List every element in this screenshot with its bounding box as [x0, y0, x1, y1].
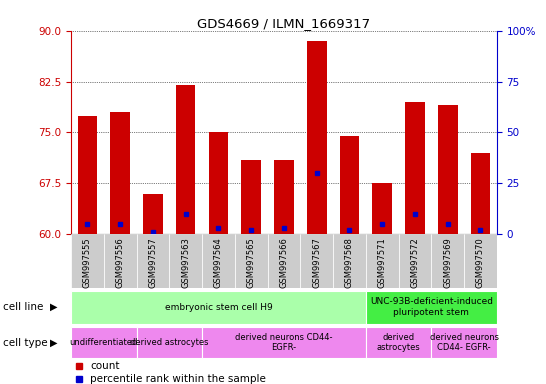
Bar	[235, 234, 268, 288]
Bar	[71, 234, 104, 288]
Text: GSM997571: GSM997571	[378, 237, 387, 288]
Text: GSM997569: GSM997569	[443, 237, 452, 288]
Text: derived
astrocytes: derived astrocytes	[377, 333, 420, 353]
Text: cell line: cell line	[3, 302, 43, 312]
Text: GSM997564: GSM997564	[214, 237, 223, 288]
Bar	[274, 160, 294, 234]
Text: undifferentiated: undifferentiated	[69, 338, 138, 347]
Bar	[307, 41, 327, 234]
Bar	[366, 234, 399, 288]
Bar	[372, 184, 392, 234]
Bar	[333, 234, 366, 288]
Bar	[241, 160, 261, 234]
Bar	[202, 327, 366, 358]
Text: cell type: cell type	[3, 338, 48, 348]
Bar	[202, 234, 235, 288]
Bar	[366, 291, 497, 324]
Bar	[110, 112, 130, 234]
Text: UNC-93B-deficient-induced
pluripotent stem: UNC-93B-deficient-induced pluripotent st…	[370, 298, 493, 317]
Text: derived neurons
CD44- EGFR-: derived neurons CD44- EGFR-	[430, 333, 498, 353]
Text: count: count	[90, 361, 120, 371]
Bar	[209, 132, 228, 234]
Bar	[143, 194, 163, 234]
Text: GSM997570: GSM997570	[476, 237, 485, 288]
Bar	[71, 327, 136, 358]
Text: GSM997565: GSM997565	[247, 237, 256, 288]
Bar	[431, 327, 497, 358]
Bar	[405, 102, 425, 234]
Text: GSM997555: GSM997555	[83, 237, 92, 288]
Bar	[78, 116, 97, 234]
Text: ▶: ▶	[50, 302, 58, 312]
Bar	[176, 85, 195, 234]
Bar	[169, 234, 202, 288]
Bar	[136, 234, 169, 288]
Text: derived astrocytes: derived astrocytes	[130, 338, 209, 347]
Text: GSM997568: GSM997568	[345, 237, 354, 288]
Bar	[268, 234, 300, 288]
Text: GSM997572: GSM997572	[411, 237, 419, 288]
Bar	[399, 234, 431, 288]
Bar	[300, 234, 333, 288]
Text: GSM997563: GSM997563	[181, 237, 190, 288]
Text: percentile rank within the sample: percentile rank within the sample	[90, 374, 266, 384]
Bar	[471, 153, 490, 234]
Bar	[366, 327, 431, 358]
Bar	[71, 291, 366, 324]
Bar	[104, 234, 136, 288]
Text: embryonic stem cell H9: embryonic stem cell H9	[164, 303, 272, 312]
Bar	[438, 105, 458, 234]
Bar	[340, 136, 359, 234]
Title: GDS4669 / ILMN_1669317: GDS4669 / ILMN_1669317	[197, 17, 371, 30]
Bar	[464, 234, 497, 288]
Text: GSM997566: GSM997566	[280, 237, 288, 288]
Text: GSM997557: GSM997557	[149, 237, 157, 288]
Bar	[136, 327, 202, 358]
Text: ▶: ▶	[50, 338, 58, 348]
Text: GSM997567: GSM997567	[312, 237, 321, 288]
Bar	[431, 234, 464, 288]
Text: GSM997556: GSM997556	[116, 237, 124, 288]
Text: derived neurons CD44-
EGFR-: derived neurons CD44- EGFR-	[235, 333, 333, 353]
